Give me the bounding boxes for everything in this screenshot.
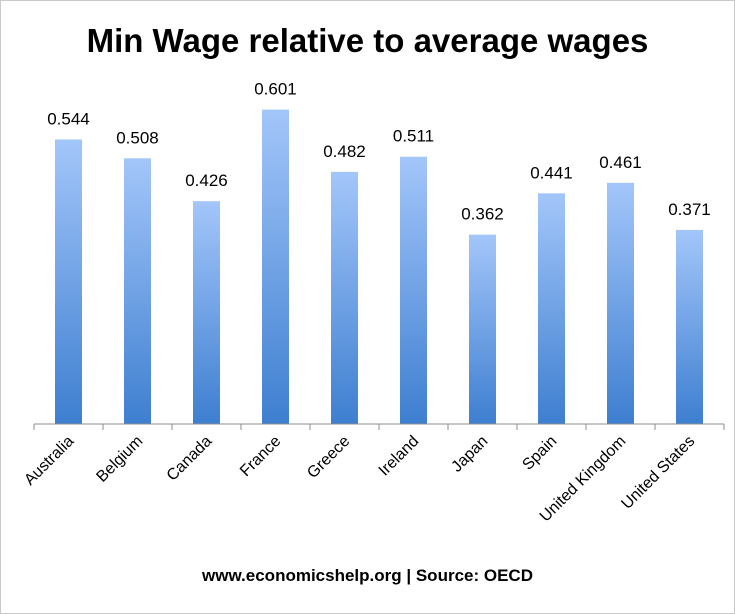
category-label: Greece [304, 433, 353, 482]
value-label: 0.544 [47, 109, 90, 128]
bar-ireland [400, 156, 427, 424]
value-labels-group: 0.544 0.508 0.426 0.601 0.482 0.511 0.362 0.441… [47, 80, 711, 224]
value-label: 0.371 [668, 200, 711, 219]
category-label: Ireland [376, 433, 423, 480]
value-label: 0.482 [323, 142, 366, 161]
chart-title: Min Wage relative to average wages [86, 22, 649, 59]
value-label: 0.601 [254, 80, 297, 99]
x-axis-ticks [33, 424, 725, 430]
value-label: 0.461 [599, 153, 642, 172]
category-label: United States [618, 433, 698, 513]
bar-greece [331, 171, 358, 424]
value-label: 0.441 [530, 163, 573, 182]
category-label: Japan [448, 433, 491, 476]
bar-united-states [676, 229, 703, 424]
category-label: France [237, 433, 284, 480]
category-label: Belgium [93, 433, 146, 486]
bar-canada [193, 201, 220, 424]
source-footer: www.economicshelp.org | Source: OECD [202, 566, 533, 585]
category-label: Australia [21, 433, 77, 489]
category-label: Spain [519, 433, 560, 474]
bar-australia [55, 139, 82, 424]
value-label: 0.511 [393, 127, 434, 146]
bar-united-kingdom [607, 182, 634, 424]
category-label: Canada [164, 433, 216, 485]
x-axis-category-labels: Australia Belgium Canada France Greece Irelan… [21, 433, 698, 526]
value-label: 0.426 [185, 171, 228, 190]
bar-japan [469, 234, 496, 424]
bar-france [262, 109, 289, 424]
bar-belgium [124, 158, 151, 424]
value-label: 0.508 [116, 128, 159, 147]
value-label: 0.362 [461, 205, 504, 224]
bars-group [55, 109, 703, 424]
bar-spain [538, 193, 565, 424]
